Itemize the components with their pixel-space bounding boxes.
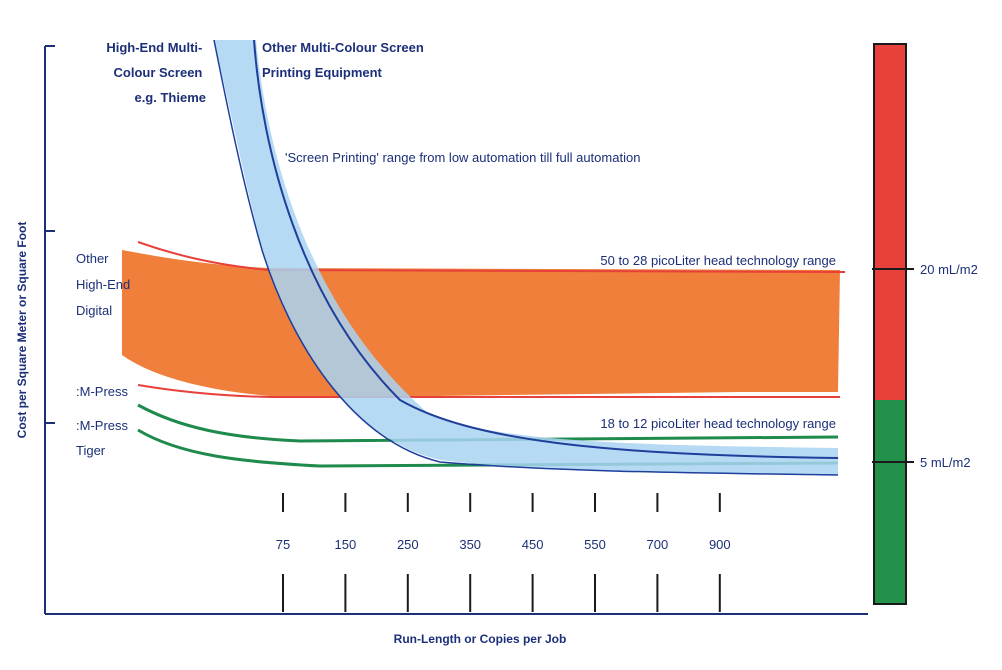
x-tick-label: 75 bbox=[276, 537, 290, 552]
label-m-press: :M-Press bbox=[76, 384, 129, 399]
x-tick-label: 700 bbox=[647, 537, 669, 552]
side-scale-green bbox=[874, 400, 906, 604]
band-bottom-edge bbox=[137, 384, 840, 398]
annotation-18-12: 18 to 12 picoLiter head technology range bbox=[600, 416, 836, 431]
series-curve-m-press-tiger bbox=[137, 428, 839, 468]
label-other-screen: Other Multi-Colour Screen Printing Equip… bbox=[262, 40, 427, 80]
series-curve-m-press bbox=[137, 403, 839, 443]
side-scale-label-5: 5 mL/m2 bbox=[920, 455, 971, 470]
x-tick-label: 900 bbox=[709, 537, 731, 552]
x-tick-label: 550 bbox=[584, 537, 606, 552]
annotation-50-28: 50 to 28 picoLiter head technology range bbox=[600, 253, 836, 268]
x-axis-label: Run-Length or Copies per Job bbox=[394, 632, 567, 646]
label-m-press-tiger: :M-Press Tiger bbox=[76, 418, 132, 458]
band-top-edge bbox=[137, 241, 846, 273]
annotation-screen-range: 'Screen Printing' range from low automat… bbox=[285, 150, 640, 165]
label-high-end-screen: High-End Multi- Colour Screen e.g. Thiem… bbox=[106, 40, 206, 105]
x-tick-label: 150 bbox=[335, 537, 357, 552]
side-scale-label-20: 20 mL/m2 bbox=[920, 262, 978, 277]
y-axis-label: Cost per Square Meter or Square Foot bbox=[15, 222, 29, 439]
x-tick-label: 450 bbox=[522, 537, 544, 552]
x-tick-label: 250 bbox=[397, 537, 419, 552]
screen-band-outline bbox=[213, 39, 839, 476]
label-other-high-end-digital: Other High-End Digital bbox=[76, 251, 134, 318]
series-curve-other-multicolour-screen bbox=[253, 39, 839, 459]
x-tick-label: 350 bbox=[459, 537, 481, 552]
x-tick-group: 75 150 250 350 450 550 700 900 bbox=[276, 493, 731, 612]
side-scale-red bbox=[874, 44, 906, 400]
side-scale-border bbox=[873, 43, 907, 605]
